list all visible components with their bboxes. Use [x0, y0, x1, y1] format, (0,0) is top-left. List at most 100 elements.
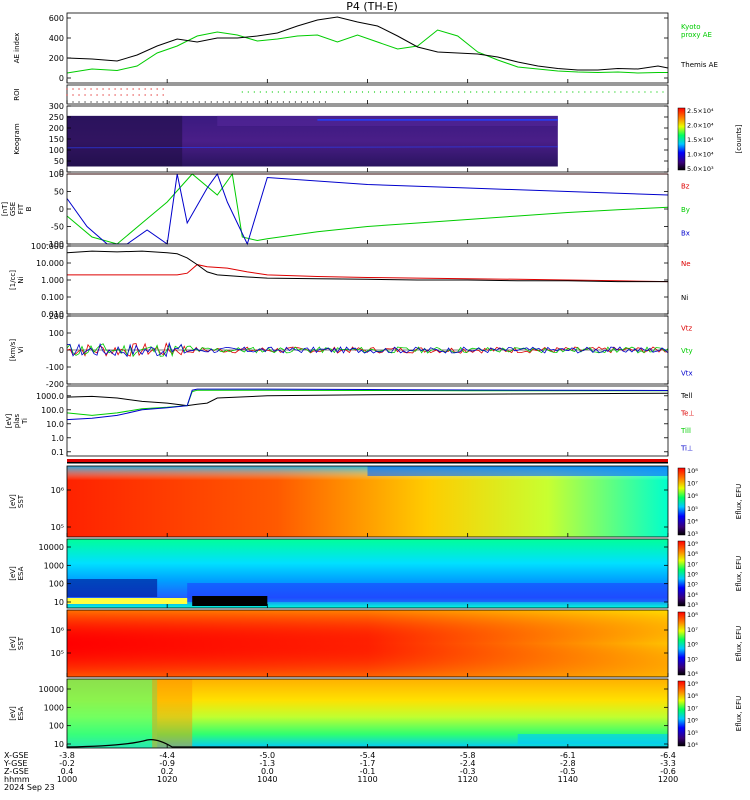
keogram-colorbar-tick: 2.5×10⁴ [687, 107, 714, 115]
roi-dot [434, 91, 436, 93]
esa-i-low-band [517, 734, 668, 744]
esa-i-ytick-label: 10000 [39, 685, 64, 694]
roi-dot [476, 91, 478, 93]
bfield-legend-entry: Bx [681, 229, 690, 237]
velocity-ylabel: [km/s] Vi [9, 339, 25, 362]
keogram-ytick-label: 150 [49, 135, 64, 144]
roi-dot [656, 91, 658, 93]
esa-i-ylabel-line: [eV] [9, 706, 17, 721]
temp-ytick-label: 1.0 [51, 434, 64, 443]
esa-i-colorbar-label: Eflux, EFU [735, 696, 743, 731]
roi-dot [252, 101, 254, 103]
roi-dot [168, 101, 170, 103]
time-axis: -3.8-0.20.41000-4.4-0.90.21020-5.0-1.30.… [3, 79, 678, 792]
roi-dot [132, 94, 134, 96]
roi-dot [114, 88, 116, 90]
esa-e-colorbar-tick: 10³ [687, 601, 698, 609]
keogram-colorbar-tick: 5.0×10³ [687, 165, 714, 173]
roi-ylabel-line: ROI [13, 88, 21, 100]
x-time-label: 1000 [57, 775, 77, 784]
sst-e-top-band [367, 466, 668, 476]
roi-dot [120, 94, 122, 96]
roi-dot [96, 88, 98, 90]
roi-dot [240, 101, 242, 103]
keogram-band [217, 115, 558, 127]
temp-series-Till [66, 389, 668, 416]
esa-e-colorbar-tick: 10⁹ [687, 540, 698, 548]
roi-dot [584, 91, 586, 93]
esa-e-colorbar-tick: 10⁵ [687, 581, 698, 589]
roi-dot [306, 101, 308, 103]
temp-ytick-label: 100.0 [41, 406, 64, 415]
roi-dot [596, 91, 598, 93]
roi-dot [355, 91, 358, 93]
bfield-ytick-label: 0 [59, 205, 64, 214]
esa-i-ytick-label: 100 [49, 722, 64, 731]
status-bar-red [67, 459, 668, 462]
x-zgse-label: -0.1 [360, 767, 376, 776]
roi-dot [174, 101, 176, 103]
roi-dot [295, 91, 297, 93]
sst-e-colorbar-tick: 10⁶ [687, 492, 698, 500]
roi-dot [608, 91, 610, 93]
roi-dot [186, 101, 188, 103]
roi-dot [452, 91, 454, 93]
roi-dot [277, 91, 279, 93]
esa-e-ytick-label: 10000 [39, 543, 64, 552]
ae-legend-kyoto: Kyoto [681, 23, 701, 31]
density-ytick-label: 0.010 [41, 310, 64, 319]
roi-dot [494, 91, 496, 93]
roi-dot [391, 91, 394, 93]
esa-e-dark-blue [67, 579, 158, 597]
x-zgse-label: -0.5 [560, 767, 576, 776]
x-time-label: 1100 [357, 775, 377, 784]
bfield-ytick-label: -100 [46, 240, 64, 249]
temp-legend-entry: Till [680, 427, 691, 435]
roi-dot [265, 91, 267, 93]
esa-i-colorbar-tick: 10⁶ [687, 717, 698, 725]
bfield-series-Bx [66, 172, 669, 246]
roi-dot [289, 91, 291, 93]
roi-dot [307, 91, 310, 93]
roi-dot [397, 91, 400, 93]
x-ygse-label: -0.2 [59, 759, 75, 768]
roi-dot [138, 101, 140, 103]
density-ytick-label: 0.100 [41, 293, 64, 302]
esa-i-colorbar-tick: 10⁴ [687, 741, 698, 749]
roi-dot [156, 101, 158, 103]
roi-dot [96, 101, 98, 103]
roi-dot [138, 94, 140, 96]
roi-dot [84, 88, 86, 90]
velocity-series [66, 341, 669, 358]
temp-legend-entry: Tell [680, 392, 692, 400]
sst-i-colorbar-label: Eflux, EFU [735, 626, 743, 661]
esa-i-colorbar-label-wrap: Eflux, EFU [735, 696, 743, 731]
bfield-legend-entry: Bz [681, 183, 690, 191]
roi-dot [458, 91, 460, 93]
x-time-label: 1040 [257, 775, 277, 784]
roi-dot [361, 91, 364, 93]
keogram-ytick-label: 250 [49, 113, 64, 122]
roi-dot [108, 94, 110, 96]
bfield-ytick-label: 100 [49, 170, 64, 179]
roi-dot [428, 91, 430, 93]
roi-dot [578, 91, 580, 93]
roi-dot [144, 88, 146, 90]
x-row-label: 2024 Sep 23 [4, 783, 55, 792]
keogram-colorbar-label: [counts] [735, 124, 743, 153]
roi-dot [638, 91, 640, 93]
sst-e-colorbar-label: Eflux, EFU [735, 484, 743, 519]
roi-dot [524, 91, 526, 93]
roi-dot [506, 91, 508, 93]
roi-dot [554, 91, 556, 93]
roi-dot [126, 94, 128, 96]
roi-dot [126, 88, 128, 90]
esa-i-ylabel-line: ESA [17, 706, 25, 720]
sst-e-ylabel-line: [eV] [9, 494, 17, 509]
roi-dot [318, 101, 321, 103]
sst-i-ytick-label: 10⁵ [51, 649, 64, 658]
x-time-label: 1120 [457, 775, 477, 784]
density-legend-entry: Ne [681, 260, 691, 268]
